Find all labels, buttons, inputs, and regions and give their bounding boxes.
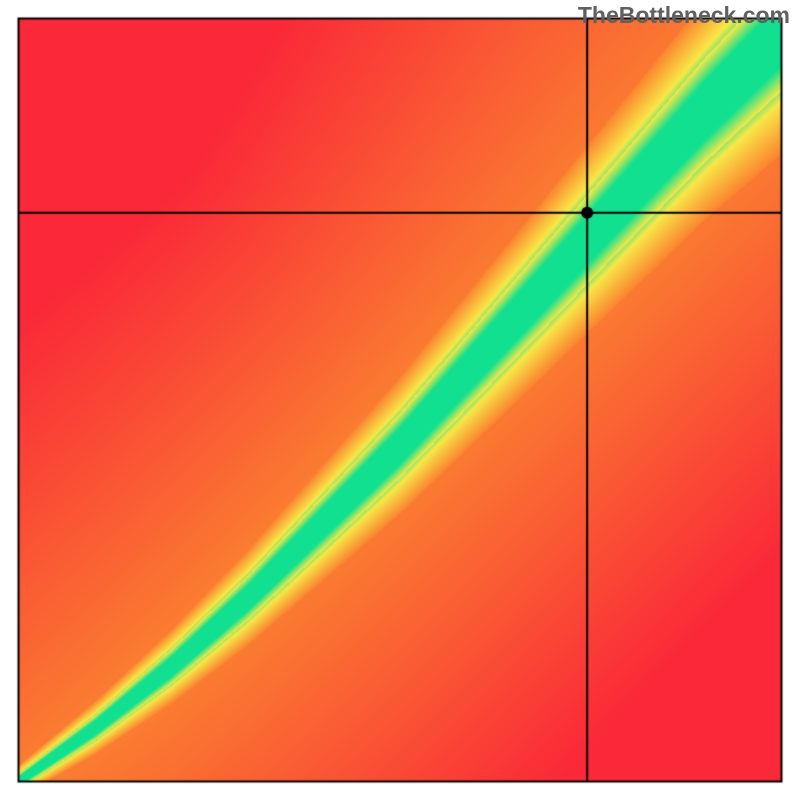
watermark-text: TheBottleneck.com: [578, 2, 790, 29]
bottleneck-heatmap: [0, 0, 800, 800]
